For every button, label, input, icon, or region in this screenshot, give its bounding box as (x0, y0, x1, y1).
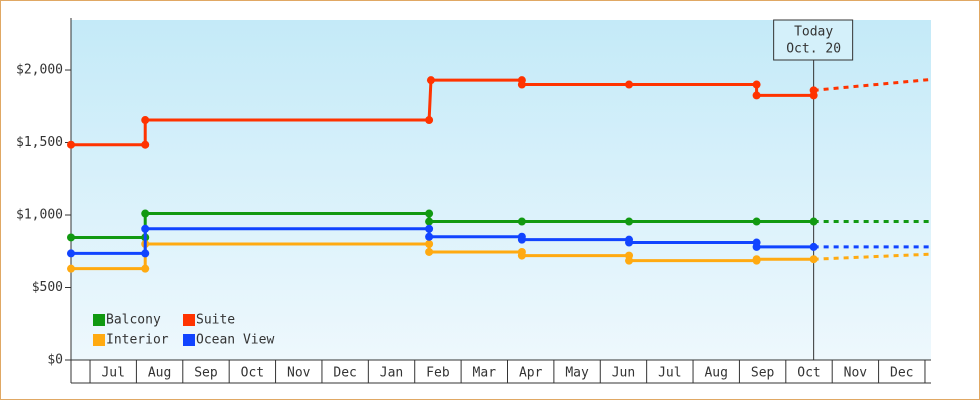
data-point (625, 238, 634, 247)
x-tick-label: May (565, 366, 589, 381)
data-point (67, 140, 75, 149)
data-point (809, 255, 818, 264)
data-point (809, 242, 818, 251)
today-label: Today (794, 25, 833, 40)
x-tick-label: Dec (890, 366, 913, 381)
legend-swatch (93, 314, 105, 326)
data-point (809, 86, 818, 95)
data-point (67, 233, 75, 242)
legend-label: Suite (196, 313, 235, 328)
x-tick-label: Oct (241, 366, 264, 381)
x-tick-label: Dec (333, 366, 356, 381)
x-tick-label: Oct (797, 366, 820, 381)
data-point (426, 76, 435, 85)
y-tick-label: $1,500 (16, 135, 63, 150)
x-tick-label: Jun (612, 366, 635, 381)
x-tick-label: Apr (519, 366, 543, 381)
legend-swatch (93, 334, 105, 346)
x-tick-label: Jan (380, 366, 403, 381)
data-point (425, 247, 434, 256)
data-point (67, 249, 75, 258)
data-point (625, 217, 634, 226)
data-point (752, 255, 761, 264)
data-point (752, 80, 761, 89)
y-tick-label: $500 (32, 280, 63, 295)
data-point (141, 209, 150, 218)
legend-swatch (183, 314, 195, 326)
data-point (141, 116, 150, 125)
data-point (809, 217, 818, 226)
data-point (425, 232, 434, 241)
data-point (425, 116, 434, 125)
y-tick-label: $2,000 (16, 63, 63, 78)
data-point (752, 242, 761, 251)
data-point (752, 217, 761, 226)
data-point (141, 264, 150, 273)
legend-label: Interior (106, 333, 169, 348)
today-box (773, 19, 854, 61)
data-point (517, 235, 526, 244)
x-tick-label: Sep (751, 366, 775, 381)
data-point (425, 209, 434, 218)
data-point (141, 140, 150, 149)
x-tick-label: Sep (194, 366, 218, 381)
data-point (517, 80, 526, 89)
x-tick-label: Aug (148, 366, 171, 381)
x-tick-label: Jul (658, 366, 681, 381)
data-point (752, 91, 761, 100)
x-tick-label: Jul (101, 366, 124, 381)
data-point (425, 224, 434, 233)
data-point (517, 217, 526, 226)
y-tick-label: $1,000 (16, 208, 63, 223)
x-tick-label: Aug (704, 366, 727, 381)
data-point (625, 256, 634, 265)
data-point (425, 240, 434, 249)
data-point (141, 249, 150, 258)
data-point (67, 264, 75, 273)
data-point (141, 224, 150, 233)
data-point (517, 251, 526, 260)
x-tick-label: Feb (426, 366, 450, 381)
x-tick-label: Mar (473, 366, 497, 381)
legend-label: Ocean View (196, 333, 274, 348)
legend-swatch (183, 334, 195, 346)
data-point (425, 217, 434, 226)
legend-label: Balcony (106, 313, 161, 328)
data-point (625, 80, 634, 89)
y-tick-label: $0 (47, 353, 63, 368)
x-tick-label: Nov (287, 366, 311, 381)
today-label: Oct. 20 (786, 42, 841, 57)
plot-area (71, 20, 931, 360)
x-tick-label: Nov (844, 366, 868, 381)
